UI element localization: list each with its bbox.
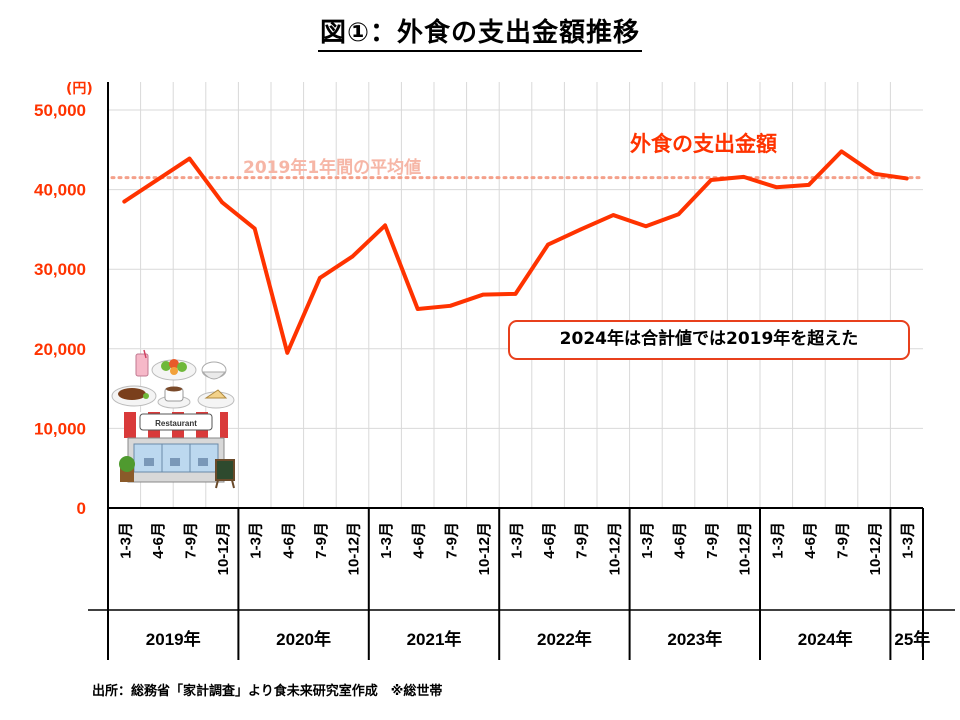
callout-box: 2024年は合計値では2019年を超えた [508,320,910,360]
x-tick-label: 10-12月 [606,522,623,575]
data-point [350,254,355,259]
data-point [578,227,583,232]
series-label: 外食の支出金額 [630,132,777,156]
rice-bowl-icon [201,361,227,380]
data-point [546,242,550,247]
dessert-plate-icon [197,389,235,409]
average-label: 2019年1年間の平均値 [243,158,422,178]
x-tick-label: 4-6月 [541,522,558,559]
awning-icon: Restaurant [124,412,228,438]
year-label: 2021年 [407,629,462,649]
data-point [741,175,746,179]
data-point [252,226,257,231]
x-tick-label: 7-9月 [835,522,852,559]
data-point [187,156,192,161]
y-tick-label: 10,000 [34,419,86,438]
data-point [872,171,876,176]
year-label: 2022年 [537,629,592,649]
data-point [513,292,518,296]
x-tick-label: 1-3月 [117,522,134,559]
year-label: 2023年 [667,629,722,649]
data-point [709,178,713,182]
x-tick-label: 1-3月 [509,522,526,559]
data-point [611,213,616,217]
data-point [415,307,420,311]
y-tick-label: 0 [77,499,86,518]
data-point [807,183,811,187]
x-tick-label: 1-3月 [378,522,395,559]
x-tick-label: 10-12月 [476,522,493,575]
data-point [220,200,224,205]
data-point [774,185,779,190]
data-point [481,292,485,297]
year-label: 2019年 [146,629,201,649]
y-tick-label: 50,000 [34,101,86,120]
restaurant-illustration: Restaurant [111,349,235,489]
y-unit-label: (円) [66,81,93,97]
x-tick-label: 7-9月 [704,522,721,559]
x-tick-label: 10-12月 [737,522,754,575]
x-tick-label: 4-6月 [411,522,428,559]
x-tick-label: 1-3月 [769,522,786,559]
source-note: 出所：総務省「家計調査」より食未来研究室作成 ※総世帯 [92,684,443,699]
y-tick-label: 30,000 [34,260,86,279]
data-point [285,350,290,355]
drink-icon [135,349,149,377]
x-tick-label: 10-12月 [215,522,232,575]
year-label: 2020年 [276,629,331,649]
restaurant-sign-text: Restaurant [155,419,197,428]
x-tick-label: 7-9月 [313,522,330,559]
data-point [383,223,387,228]
data-point [155,178,159,182]
data-point [122,199,127,204]
data-point [676,212,681,217]
x-tick-label: 10-12月 [346,522,363,575]
coffee-cup-icon [157,386,191,409]
data-point [448,304,453,308]
x-tick-label: 4-6月 [802,522,819,559]
x-tick-label: 7-9月 [183,522,200,559]
title-wrap: 図①：外食の支出金額推移 [0,12,960,52]
data-point [904,176,909,181]
x-tick-label: 4-6月 [280,522,297,559]
year-label: 25年 [894,629,930,649]
x-tick-label: 7-9月 [574,522,591,559]
salad-plate-icon [151,359,197,381]
storefront-icon [127,437,225,483]
plant-icon [119,456,135,482]
x-tick-label: 4-6月 [150,522,167,559]
x-tick-label: 4-6月 [672,522,689,559]
year-label: 2024年 [798,629,853,649]
y-tick-label: 40,000 [34,181,86,200]
x-tick-label: 1-3月 [248,522,265,559]
data-point [644,224,648,229]
chart-title: 図①：外食の支出金額推移 [317,12,642,52]
x-tick-label: 1-3月 [900,522,917,559]
data-point [839,149,844,154]
x-tick-label: 1-3月 [639,522,656,559]
y-tick-label: 20,000 [34,340,86,359]
menu-board-icon [215,459,235,489]
data-point [318,276,322,280]
x-tick-label: 10-12月 [867,522,884,575]
x-tick-label: 7-9月 [443,522,460,559]
steak-plate-icon [111,385,157,407]
